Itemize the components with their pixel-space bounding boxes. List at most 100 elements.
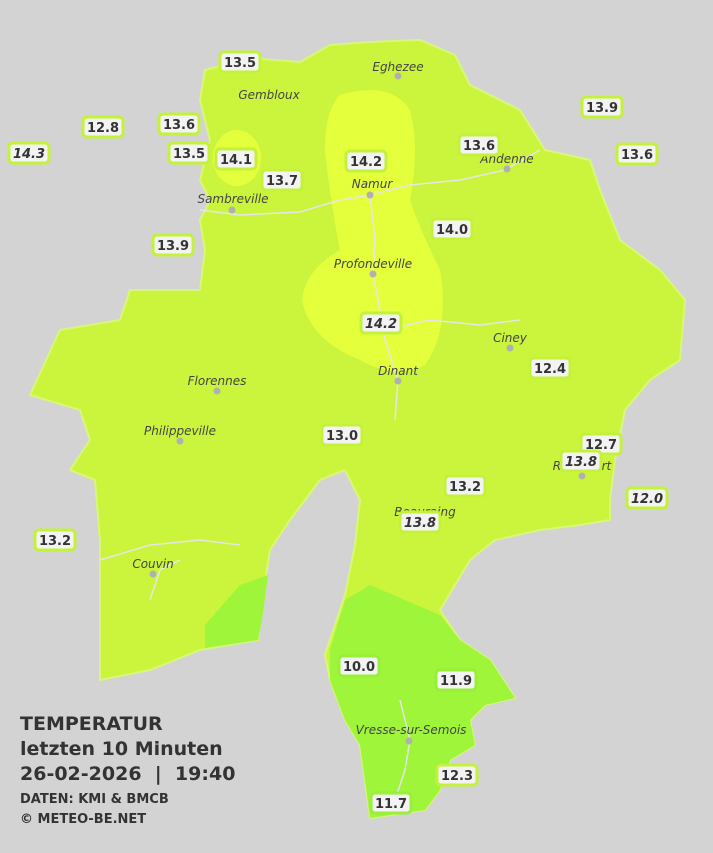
station: 14.1 — [214, 147, 258, 171]
city-label: Namur — [352, 177, 394, 191]
station: 12.0 — [625, 486, 669, 510]
station: 13.2 — [33, 528, 77, 552]
city-dot — [228, 206, 236, 214]
station-value: 13.5 — [173, 147, 205, 162]
station-box — [435, 763, 479, 787]
station: 12.3 — [435, 763, 479, 787]
city-label: Dinant — [378, 364, 419, 378]
station-box — [214, 147, 258, 171]
city-label: Profondeville — [334, 257, 412, 271]
station-value: 12.4 — [534, 362, 566, 377]
city-label: Eghezee — [372, 60, 423, 74]
station-box — [260, 168, 304, 192]
station-value: 14.1 — [220, 153, 252, 168]
station: 13.6 — [457, 133, 501, 157]
city-label: Ciney — [493, 331, 528, 345]
station-value: 13.8 — [404, 516, 436, 531]
station: 13.9 — [580, 95, 624, 119]
station-value: 13.5 — [224, 56, 256, 71]
station-value: 14.2 — [365, 317, 397, 332]
station-box — [457, 133, 501, 157]
city-label: Gembloux — [238, 88, 300, 102]
station-value: 11.7 — [375, 797, 407, 812]
station-box — [344, 149, 388, 173]
station-value: 13.9 — [157, 239, 189, 254]
city-dot — [405, 737, 413, 745]
legend-copyright: © METEO-BE.NET — [20, 812, 146, 827]
city-dot — [503, 165, 511, 173]
station: 13.5 — [167, 141, 211, 165]
station-value: 13.2 — [449, 480, 481, 495]
city-dot — [394, 377, 402, 385]
station-box — [359, 311, 403, 335]
station: 13.2 — [443, 474, 487, 498]
station-value: 13.7 — [266, 174, 298, 189]
warm-zone — [302, 90, 443, 372]
stations: 13.5 12.8 13.6 14.3 13.5 14.1 13.7 14.2 13.6 13.9… — [7, 50, 669, 815]
station: 11.7 — [369, 791, 413, 815]
station-value: 13.6 — [621, 148, 653, 163]
legend-source: DATEN: KMI & BMCB — [20, 792, 169, 807]
station: 13.5 — [218, 50, 262, 74]
station: 13.6 — [157, 112, 201, 136]
station-box — [33, 528, 77, 552]
station-box — [528, 356, 572, 380]
station-box — [443, 474, 487, 498]
city-dot — [213, 387, 221, 395]
city-label: Florennes — [188, 374, 247, 388]
station-box — [559, 449, 603, 473]
station: 11.9 — [434, 668, 478, 692]
station-value: 11.9 — [440, 674, 472, 689]
legend-subtitle: letzten 10 Minuten — [20, 738, 223, 760]
station: 13.0 — [320, 423, 364, 447]
station-value: 10.0 — [343, 660, 375, 675]
station-box — [337, 654, 381, 678]
station: 13.6 — [615, 142, 659, 166]
city-dot — [506, 344, 514, 352]
station: 10.0 — [337, 654, 381, 678]
station-box — [81, 115, 125, 139]
station: 13.9 — [151, 233, 195, 257]
station: 14.3 — [7, 141, 51, 165]
station: 14.2 — [344, 149, 388, 173]
station-box — [7, 141, 51, 165]
station: 12.8 — [81, 115, 125, 139]
cool-zone — [330, 585, 515, 818]
station: 12.4 — [528, 356, 572, 380]
city-label: Sambreville — [197, 192, 268, 206]
station-box — [157, 112, 201, 136]
station-value: 13.6 — [163, 118, 195, 133]
cool-zone — [205, 575, 268, 648]
station-box — [625, 486, 669, 510]
station-value: 12.3 — [441, 769, 473, 784]
legend-datetime: 26-02-2026 | 19:40 — [20, 763, 235, 785]
station-value: 12.7 — [585, 438, 617, 453]
city-dot — [176, 437, 184, 445]
station-box — [580, 95, 624, 119]
station-value: 14.3 — [13, 147, 45, 162]
city-label: Philippeville — [144, 424, 216, 438]
city-dot — [366, 191, 374, 199]
station: 14.0 — [430, 217, 474, 241]
legend-title: TEMPERATUR — [20, 713, 163, 735]
station-box — [218, 50, 262, 74]
station: 13.8 — [398, 510, 442, 534]
city-dot — [394, 72, 402, 80]
station-box — [434, 668, 478, 692]
station-value: 13.2 — [39, 534, 71, 549]
city-dot — [578, 472, 586, 480]
station-value: 13.6 — [463, 139, 495, 154]
station-value: 13.0 — [326, 429, 358, 444]
station-box — [369, 791, 413, 815]
station-box — [151, 233, 195, 257]
city-dot — [149, 570, 157, 578]
city-label: Vresse-sur-Semois — [356, 723, 467, 737]
station-value: 13.9 — [586, 101, 618, 116]
station: 14.2 — [359, 311, 403, 335]
station-box — [430, 217, 474, 241]
station-value: 14.2 — [350, 155, 382, 170]
station: 13.7 — [260, 168, 304, 192]
station-box — [398, 510, 442, 534]
